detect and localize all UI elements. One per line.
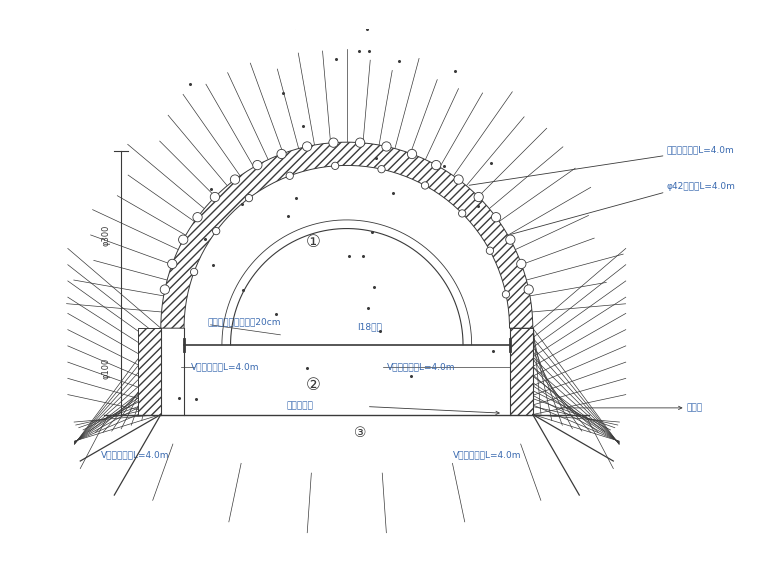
Circle shape xyxy=(213,227,220,235)
Circle shape xyxy=(382,142,391,151)
Circle shape xyxy=(329,138,338,147)
Circle shape xyxy=(407,149,416,158)
Text: φ100: φ100 xyxy=(102,357,111,378)
Circle shape xyxy=(211,193,220,202)
Bar xyxy=(138,328,161,414)
Circle shape xyxy=(230,175,239,184)
Text: I18横撑: I18横撑 xyxy=(356,323,382,332)
Circle shape xyxy=(432,160,441,170)
Circle shape xyxy=(302,142,312,151)
Text: φ42小导管L=4.0m: φ42小导管L=4.0m xyxy=(667,182,736,191)
Circle shape xyxy=(245,194,252,202)
Text: ①: ① xyxy=(306,233,321,251)
Circle shape xyxy=(474,193,483,202)
Text: ②: ② xyxy=(306,376,321,394)
Circle shape xyxy=(277,149,287,158)
Circle shape xyxy=(168,259,177,268)
Circle shape xyxy=(517,259,526,268)
Circle shape xyxy=(454,175,464,184)
Circle shape xyxy=(286,172,293,180)
Circle shape xyxy=(505,235,515,245)
Circle shape xyxy=(193,213,202,222)
Circle shape xyxy=(378,165,385,173)
Circle shape xyxy=(421,182,429,189)
Circle shape xyxy=(253,160,262,170)
Circle shape xyxy=(458,210,466,217)
Bar xyxy=(509,328,533,414)
Text: ③: ③ xyxy=(354,426,366,440)
Wedge shape xyxy=(161,142,533,328)
Circle shape xyxy=(492,213,501,222)
Circle shape xyxy=(524,285,534,294)
Text: 系统径向锚杆L=4.0m: 系统径向锚杆L=4.0m xyxy=(667,145,735,154)
Text: V级锁脚锚管L=4.0m: V级锁脚锚管L=4.0m xyxy=(387,362,455,371)
Circle shape xyxy=(331,162,339,169)
Text: V级锁脚锚管L=4.0m: V级锁脚锚管L=4.0m xyxy=(453,450,521,459)
Circle shape xyxy=(179,235,188,245)
Text: V级锁脚锚管L=4.0m: V级锁脚锚管L=4.0m xyxy=(191,362,259,371)
Circle shape xyxy=(502,291,510,298)
Circle shape xyxy=(486,247,493,254)
Text: 临时仰拱喷混凝土厚20cm: 临时仰拱喷混凝土厚20cm xyxy=(207,317,280,326)
Text: V级锁脚锚管L=4.0m: V级锁脚锚管L=4.0m xyxy=(101,450,169,459)
Circle shape xyxy=(160,285,169,294)
Circle shape xyxy=(191,268,198,276)
Text: φ300: φ300 xyxy=(102,225,111,246)
Text: 仰拱填充面: 仰拱填充面 xyxy=(287,401,314,410)
Circle shape xyxy=(356,138,365,147)
Text: 量初衬: 量初衬 xyxy=(687,404,703,412)
